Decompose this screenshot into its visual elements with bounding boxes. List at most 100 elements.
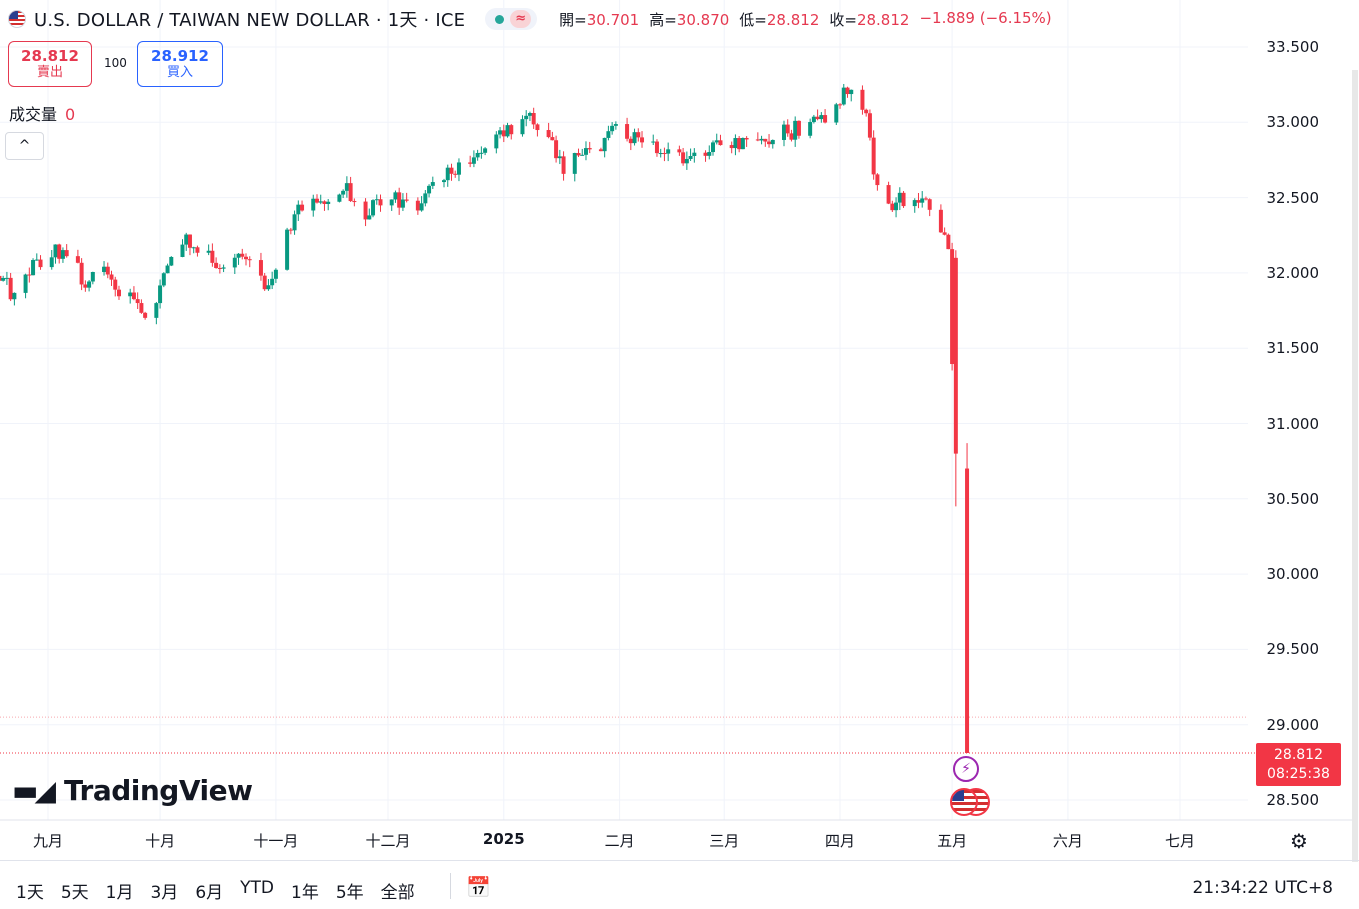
candle-body-15 bbox=[75, 256, 80, 263]
y-tick-label-6: 30.500 bbox=[1266, 489, 1320, 508]
candle-body-116 bbox=[602, 137, 607, 152]
candle-body-56 bbox=[288, 229, 293, 231]
range-button-8[interactable]: 全部 bbox=[380, 883, 415, 903]
candle-body-2 bbox=[4, 277, 9, 279]
candle-body-146 bbox=[759, 138, 764, 141]
range-button-3[interactable]: 3月 bbox=[150, 883, 179, 903]
candle-body-53 bbox=[270, 278, 275, 286]
candle-body-21 bbox=[105, 266, 110, 275]
timezone-clock[interactable]: 21:34:22 UTC+8 bbox=[1192, 878, 1333, 898]
candle-body-30 bbox=[154, 303, 159, 318]
candle-body-164 bbox=[849, 89, 854, 95]
candle-body-162 bbox=[841, 87, 846, 105]
candle-body-33 bbox=[165, 265, 170, 274]
market-status-pill[interactable]: ≈ bbox=[485, 8, 538, 30]
range-button-4[interactable]: 6月 bbox=[195, 883, 224, 903]
candle-body-23 bbox=[113, 279, 118, 290]
candle-body-92 bbox=[475, 152, 480, 158]
candle-body-149 bbox=[770, 139, 775, 145]
scrollbar[interactable] bbox=[1352, 70, 1358, 862]
candle-body-151 bbox=[785, 124, 790, 134]
candle-body-34 bbox=[169, 256, 174, 266]
candle-body-68 bbox=[348, 183, 353, 202]
range-button-5[interactable]: YTD bbox=[240, 878, 274, 898]
candle-body-4 bbox=[12, 292, 17, 300]
candle-body-38 bbox=[191, 247, 196, 249]
candle-body-121 bbox=[628, 138, 633, 144]
range-button-0[interactable]: 1天 bbox=[16, 883, 44, 903]
candle-body-112 bbox=[580, 154, 585, 156]
candle-body-140 bbox=[729, 145, 734, 149]
candle-body-77 bbox=[397, 192, 402, 208]
tradingview-logo[interactable]: ▬◢ TradingView bbox=[12, 774, 253, 807]
collapse-legend-button[interactable]: ^ bbox=[5, 132, 44, 160]
low-value: 28.812 bbox=[766, 10, 820, 29]
candle-body-88 bbox=[453, 173, 458, 175]
candle-body-171 bbox=[890, 203, 895, 211]
candle-body-85 bbox=[442, 180, 447, 183]
candle-body-36 bbox=[184, 234, 189, 245]
buy-button[interactable]: 28.912 買入 bbox=[137, 41, 223, 87]
candle-body-126 bbox=[654, 141, 659, 154]
y-tick-label-8: 29.500 bbox=[1266, 640, 1320, 659]
candle-body-87 bbox=[449, 167, 454, 174]
candle-body-24 bbox=[116, 289, 121, 297]
candle-body-10 bbox=[49, 257, 54, 268]
high-value: 30.870 bbox=[676, 10, 730, 29]
bar-countdown: 08:25:38 bbox=[1267, 766, 1330, 782]
us-flag-event-icon[interactable] bbox=[950, 788, 978, 816]
candle-body-70 bbox=[363, 201, 368, 220]
candle-body-127 bbox=[658, 153, 663, 155]
candle-body-143 bbox=[740, 137, 745, 150]
range-button-1[interactable]: 5天 bbox=[60, 883, 89, 903]
candle-body-71 bbox=[367, 215, 372, 220]
volume-legend[interactable]: 成交量 0 bbox=[9, 101, 75, 125]
candle-body-102 bbox=[527, 113, 532, 116]
candle-body-58 bbox=[296, 204, 301, 215]
ohlc-values: 開=30.701 高=30.870 低=28.812 收=28.812 −1.8… bbox=[559, 9, 1052, 30]
candle-body-97 bbox=[501, 130, 506, 137]
axis-settings-gear-icon[interactable]: ⚙ bbox=[1290, 829, 1308, 853]
candle-body-52 bbox=[266, 285, 271, 290]
lightning-event-icon[interactable]: ⚡ bbox=[953, 756, 979, 782]
x-tick-label-9: 六月 bbox=[1052, 832, 1083, 850]
candle-body-73 bbox=[374, 199, 379, 201]
candle-body-29 bbox=[143, 312, 148, 318]
x-tick-label-10: 七月 bbox=[1164, 832, 1196, 850]
change-value: −1.889 (−6.15%) bbox=[919, 8, 1052, 27]
candle-body-11 bbox=[53, 244, 58, 258]
candle-body-115 bbox=[598, 149, 603, 152]
symbol-title[interactable]: U.S. DOLLAR / TAIWAN NEW DOLLAR · 1天 · I… bbox=[34, 10, 466, 31]
candle-body-31 bbox=[158, 285, 163, 304]
range-button-6[interactable]: 1年 bbox=[291, 883, 319, 903]
candle-body-157 bbox=[815, 116, 820, 120]
candle-body-167 bbox=[867, 113, 872, 138]
candle-body-141 bbox=[733, 138, 738, 149]
chart-header: U.S. DOLLAR / TAIWAN NEW DOLLAR · 1天 · I… bbox=[8, 6, 1052, 32]
y-tick-label-5: 31.000 bbox=[1266, 414, 1320, 433]
x-tick-label-4: 2025 bbox=[482, 830, 525, 848]
candle-body-166 bbox=[864, 109, 869, 114]
candle-body-153 bbox=[793, 120, 798, 140]
calendar-goto-date-icon[interactable]: 📅 bbox=[466, 875, 491, 899]
candle-body-18 bbox=[87, 281, 92, 288]
candle-body-47 bbox=[240, 253, 245, 257]
candle-body-117 bbox=[606, 131, 611, 138]
candle-body-145 bbox=[755, 139, 760, 141]
candle-body-108 bbox=[557, 156, 562, 159]
sell-button[interactable]: 28.812 賣出 bbox=[8, 41, 92, 87]
candle-body-131 bbox=[681, 152, 686, 164]
candle-body-42 bbox=[214, 262, 219, 269]
candle-body-6 bbox=[27, 274, 32, 276]
candle-body-90 bbox=[468, 162, 473, 164]
range-button-7[interactable]: 5年 bbox=[335, 883, 364, 903]
candle-body-109 bbox=[561, 156, 566, 174]
candle-body-65 bbox=[337, 194, 342, 202]
candle-body-105 bbox=[546, 130, 551, 138]
candle-body-155 bbox=[808, 122, 813, 136]
candle-body-104 bbox=[535, 124, 540, 131]
candle-body-139 bbox=[718, 140, 723, 146]
range-button-2[interactable]: 1月 bbox=[105, 883, 134, 903]
candle-body-100 bbox=[520, 119, 525, 135]
